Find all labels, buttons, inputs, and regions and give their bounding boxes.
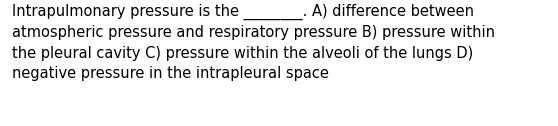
Text: Intrapulmonary pressure is the ________. A) difference between
atmospheric press: Intrapulmonary pressure is the ________.… — [12, 4, 496, 81]
